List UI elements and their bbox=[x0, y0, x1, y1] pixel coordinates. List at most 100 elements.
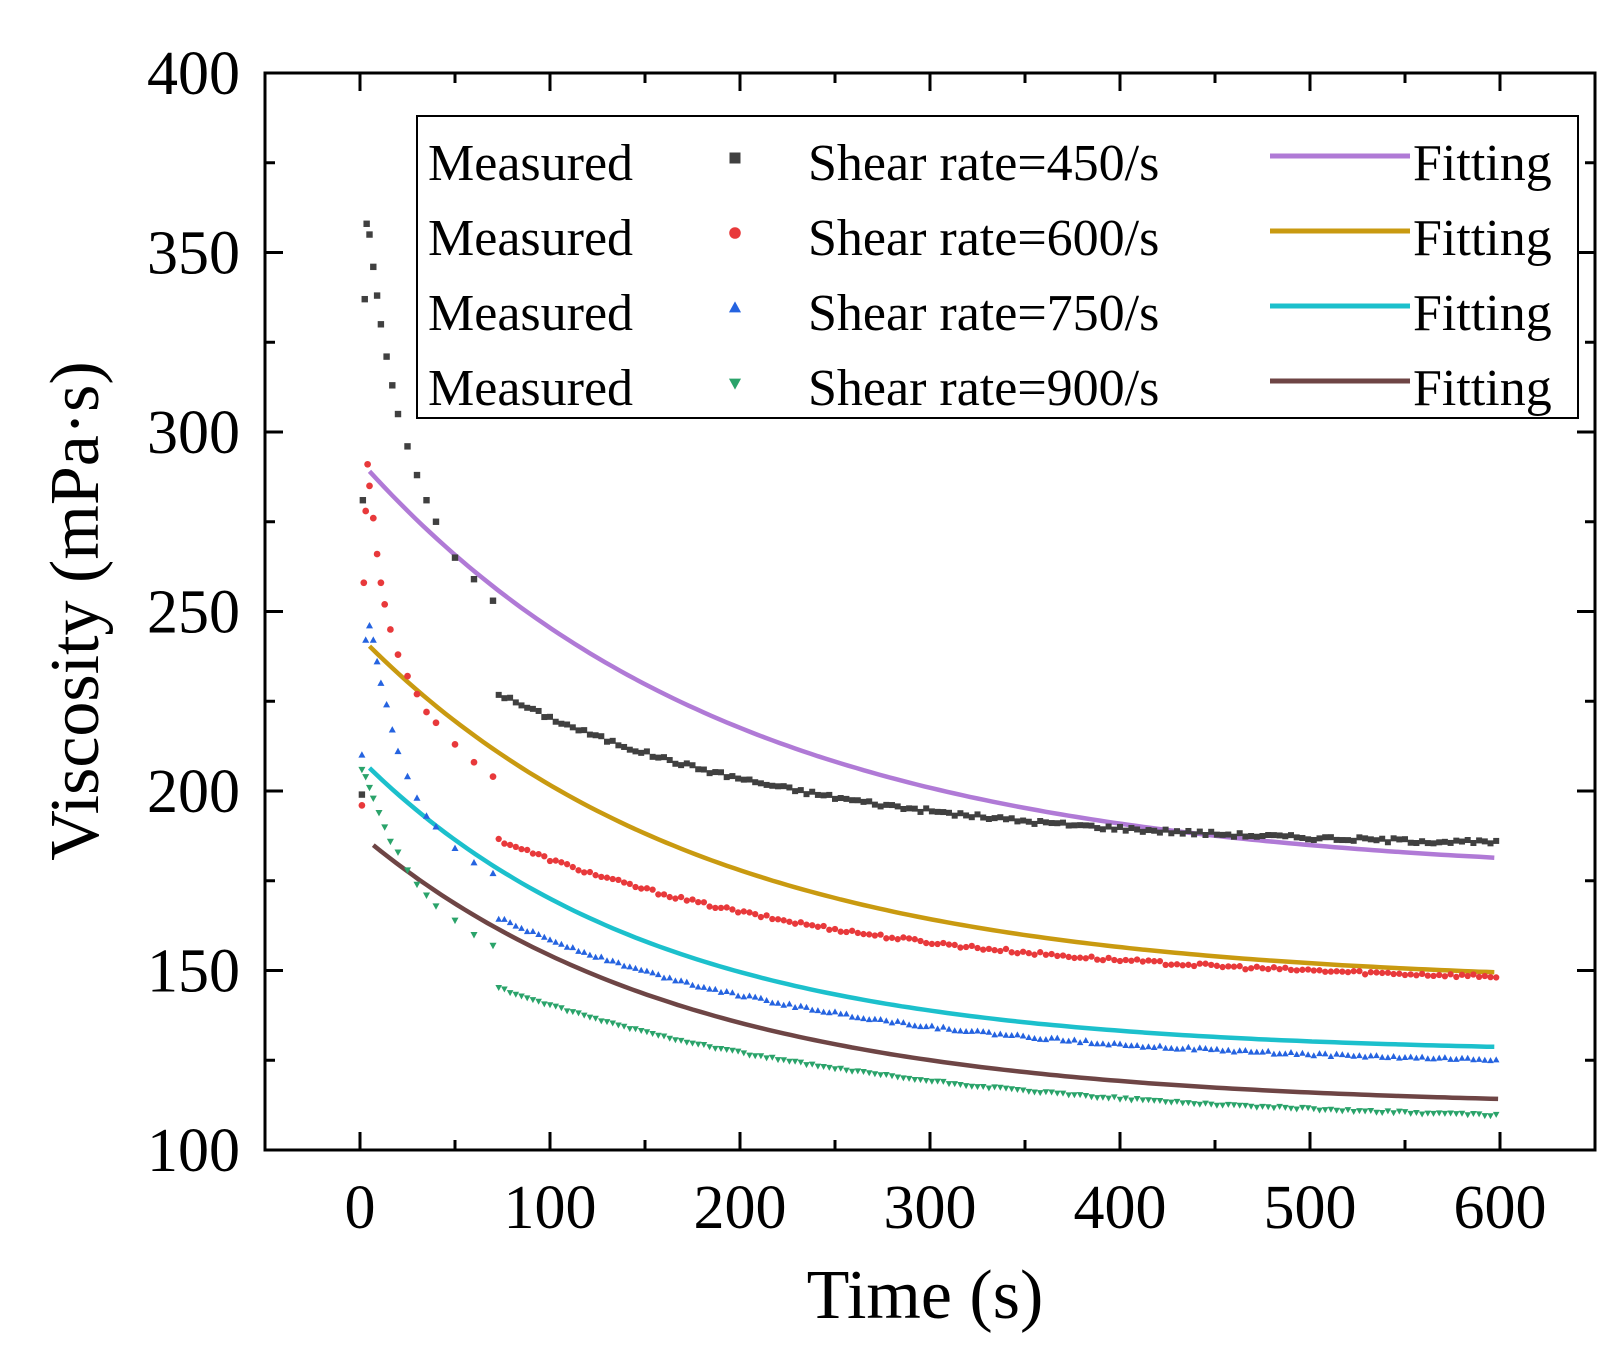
y-tick-label: 300 bbox=[147, 399, 240, 467]
data-point bbox=[1190, 962, 1198, 970]
data-point bbox=[362, 507, 370, 515]
data-point bbox=[774, 916, 782, 923]
data-point bbox=[1185, 827, 1192, 834]
data-point bbox=[1042, 819, 1049, 826]
data-point bbox=[1378, 1110, 1386, 1117]
data-point bbox=[1493, 974, 1500, 981]
data-point bbox=[1390, 970, 1397, 978]
data-point bbox=[507, 694, 514, 701]
data-point bbox=[546, 936, 554, 943]
data-point bbox=[826, 791, 833, 798]
data-point bbox=[672, 1037, 679, 1044]
data-point bbox=[373, 657, 381, 665]
data-point bbox=[1367, 1052, 1375, 1059]
data-point bbox=[1128, 1042, 1135, 1049]
data-point bbox=[1093, 1095, 1101, 1102]
data-point bbox=[1207, 1101, 1215, 1108]
data-point bbox=[404, 443, 411, 450]
data-point bbox=[1190, 1046, 1198, 1053]
data-point bbox=[1065, 822, 1072, 829]
legend-marker bbox=[729, 152, 741, 164]
measured-series bbox=[358, 460, 1500, 981]
data-point bbox=[432, 719, 440, 727]
data-point bbox=[706, 1044, 713, 1051]
data-point bbox=[1447, 1110, 1454, 1117]
data-point bbox=[621, 743, 628, 750]
data-point bbox=[381, 824, 389, 831]
data-point bbox=[729, 1047, 736, 1054]
data-point bbox=[1419, 838, 1426, 845]
data-point bbox=[1230, 1048, 1238, 1055]
data-point bbox=[394, 410, 402, 418]
data-point bbox=[373, 550, 381, 558]
data-point bbox=[1361, 1053, 1369, 1060]
data-point bbox=[403, 772, 412, 780]
data-point bbox=[552, 938, 559, 945]
data-point bbox=[1020, 817, 1027, 824]
data-point bbox=[820, 922, 827, 930]
data-point bbox=[358, 791, 366, 798]
data-point bbox=[1441, 1110, 1449, 1117]
data-point bbox=[404, 672, 411, 680]
data-point bbox=[1430, 972, 1437, 980]
data-point bbox=[1401, 971, 1409, 979]
data-point bbox=[717, 1045, 725, 1052]
data-point bbox=[1293, 1051, 1300, 1058]
data-point bbox=[432, 823, 440, 830]
data-point bbox=[1361, 971, 1369, 978]
data-point bbox=[592, 1015, 599, 1022]
data-point bbox=[911, 1076, 919, 1083]
data-point bbox=[1413, 840, 1420, 847]
data-point bbox=[586, 868, 594, 876]
data-point bbox=[369, 636, 377, 643]
data-point bbox=[388, 726, 396, 733]
data-point bbox=[362, 636, 370, 643]
data-point bbox=[1481, 1113, 1489, 1120]
data-point bbox=[974, 811, 981, 818]
data-point bbox=[1156, 1098, 1164, 1105]
data-point bbox=[1105, 1041, 1112, 1048]
data-point bbox=[1242, 1047, 1249, 1054]
data-point bbox=[1207, 1046, 1215, 1053]
data-point bbox=[1333, 1107, 1340, 1114]
data-point bbox=[432, 518, 440, 525]
data-point bbox=[1253, 1048, 1261, 1055]
data-point bbox=[905, 1021, 913, 1028]
data-point bbox=[569, 863, 576, 871]
data-point bbox=[860, 930, 867, 938]
data-point bbox=[1441, 973, 1449, 980]
fitting-line bbox=[367, 766, 1495, 1050]
data-point bbox=[592, 732, 599, 739]
data-point bbox=[1259, 833, 1266, 840]
data-point bbox=[1476, 837, 1483, 844]
data-point bbox=[786, 1000, 793, 1007]
data-point bbox=[911, 1022, 919, 1029]
data-point bbox=[1105, 823, 1112, 830]
data-point bbox=[928, 940, 936, 948]
data-point bbox=[1037, 818, 1044, 825]
data-point bbox=[1014, 1031, 1021, 1038]
data-point bbox=[1487, 840, 1494, 847]
data-point bbox=[569, 944, 577, 951]
data-point bbox=[694, 983, 702, 990]
data-point bbox=[1025, 1034, 1033, 1041]
data-point bbox=[609, 957, 616, 964]
data-point bbox=[1059, 1037, 1067, 1044]
data-point bbox=[1099, 956, 1107, 964]
data-point bbox=[1259, 1103, 1266, 1110]
data-point bbox=[1122, 1042, 1129, 1049]
legend-marker bbox=[729, 227, 741, 239]
data-point bbox=[620, 879, 628, 886]
data-point bbox=[1139, 958, 1146, 965]
data-point bbox=[524, 846, 531, 854]
data-point bbox=[615, 1022, 622, 1029]
data-point bbox=[1179, 1045, 1186, 1052]
data-point bbox=[1230, 963, 1238, 970]
data-point bbox=[1304, 1051, 1312, 1058]
data-point bbox=[1339, 837, 1346, 844]
data-point bbox=[377, 679, 385, 686]
data-point bbox=[1276, 1103, 1283, 1110]
data-point bbox=[518, 846, 525, 853]
data-point bbox=[974, 1027, 981, 1034]
data-point bbox=[501, 840, 508, 847]
